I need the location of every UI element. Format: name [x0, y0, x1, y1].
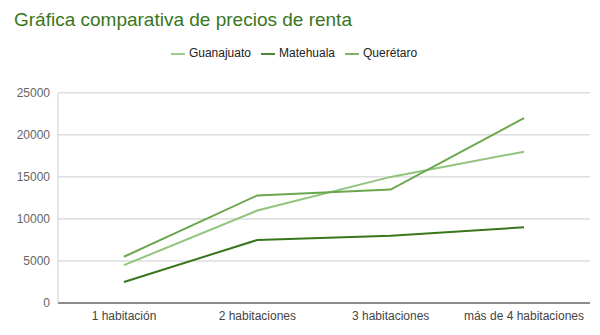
svg-text:2 habitaciones: 2 habitaciones: [219, 309, 296, 323]
svg-text:3 habitaciones: 3 habitaciones: [352, 309, 429, 323]
svg-text:0: 0: [43, 296, 50, 310]
svg-text:más de 4 habitaciones: más de 4 habitaciones: [464, 309, 584, 323]
svg-text:25000: 25000: [17, 86, 51, 100]
html-text:Querétaro: Querétaro: [363, 46, 418, 60]
svg-text:10000: 10000: [17, 212, 51, 226]
svg-text:1 habitación: 1 habitación: [92, 309, 157, 323]
svg-text:15000: 15000: [17, 170, 51, 184]
html-text:Matehuala: Matehuala: [279, 46, 335, 60]
html-text:Guanajuato: Guanajuato: [188, 46, 251, 60]
html-text:Gráfica comparativa de precios: Gráfica comparativa de precios de renta: [14, 9, 352, 30]
svg-text:5000: 5000: [23, 254, 50, 268]
svg-text:20000: 20000: [17, 128, 51, 142]
